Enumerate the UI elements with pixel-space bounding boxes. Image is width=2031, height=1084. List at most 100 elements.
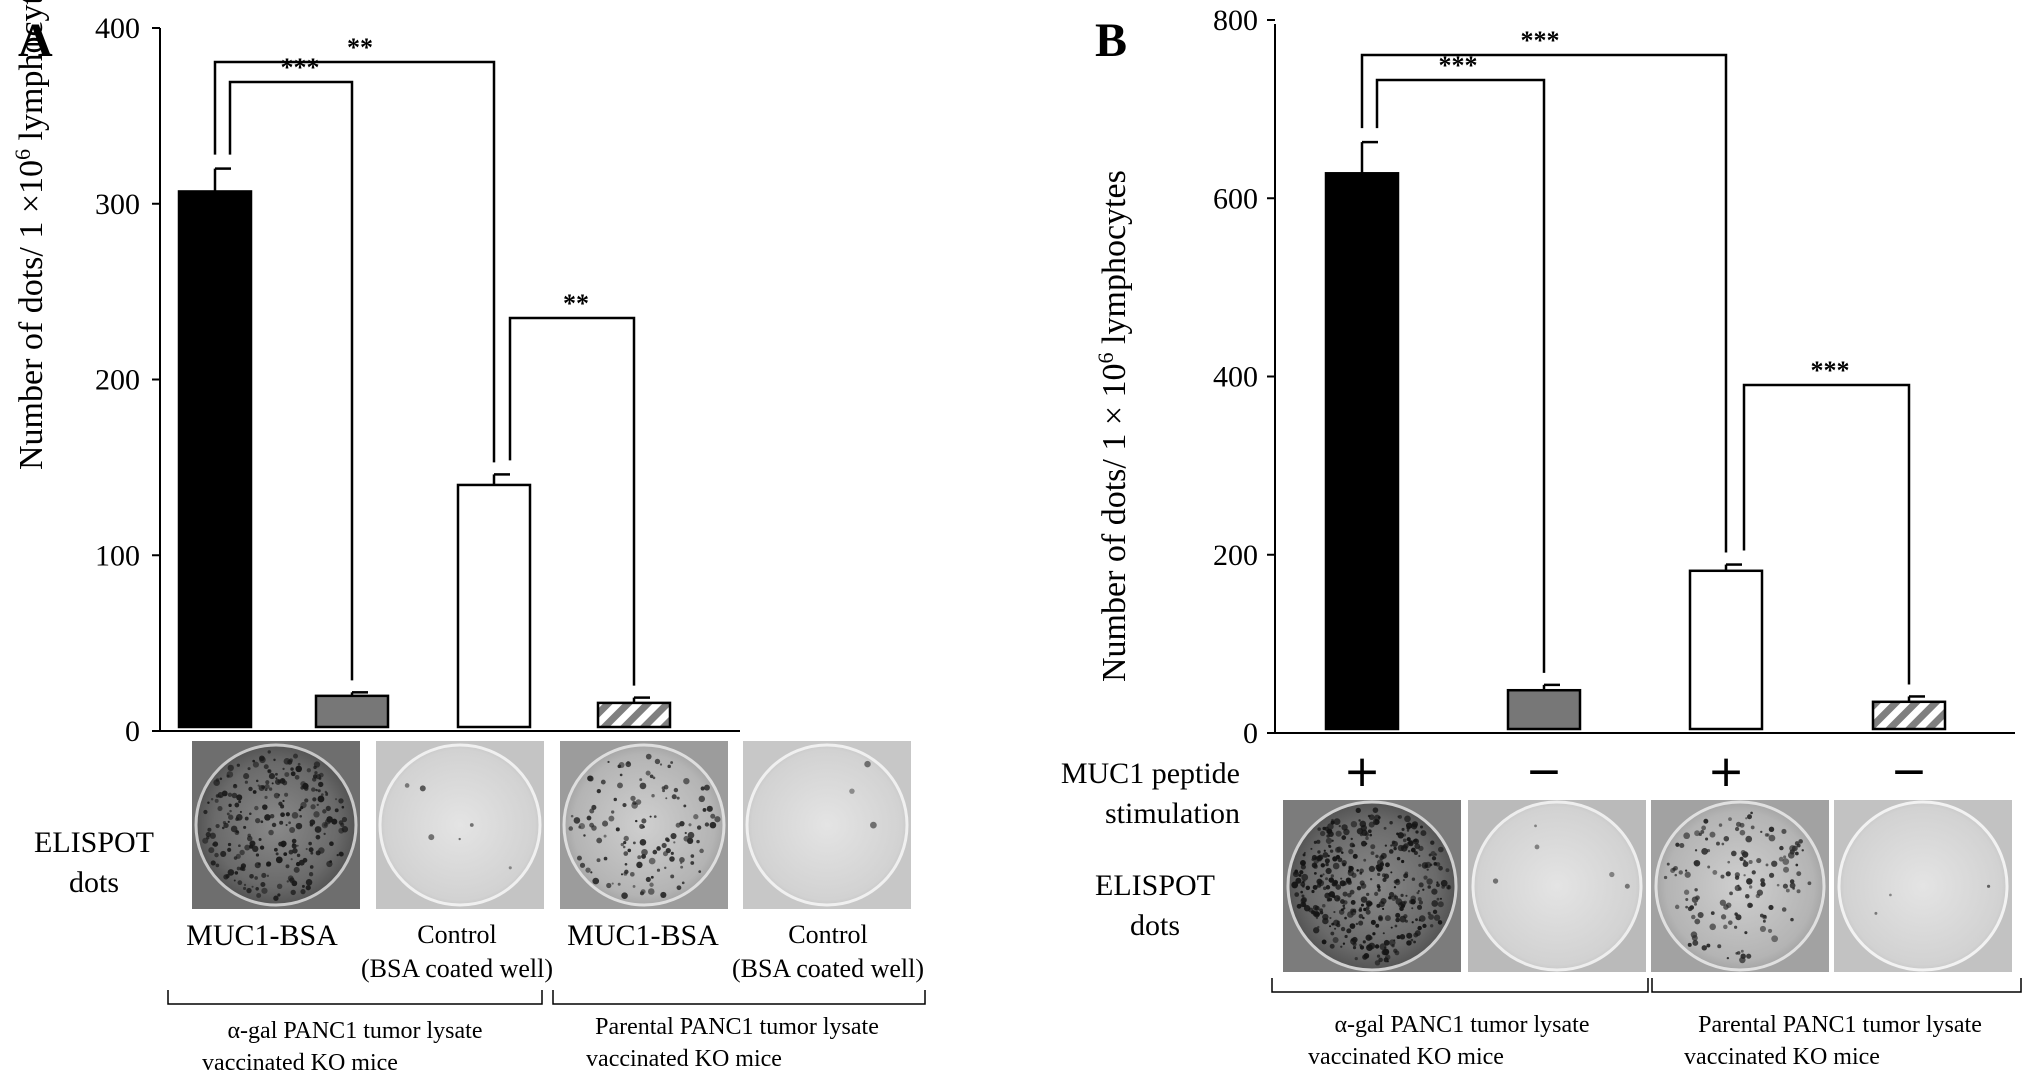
elispot-spot (1411, 907, 1414, 910)
elispot-spot (1430, 924, 1434, 928)
elispot-spot (1418, 845, 1424, 852)
elispot-spot (706, 805, 713, 812)
elispot-spot (310, 804, 316, 810)
elispot-spot (1762, 919, 1766, 923)
elispot-spot (209, 832, 216, 839)
significance-label: *** (1811, 356, 1850, 385)
elispot-spot (1417, 925, 1422, 931)
elispot-spot (207, 801, 210, 804)
elispot-spot (700, 786, 705, 791)
elispot-spot (603, 834, 607, 838)
elispot-spot (1331, 839, 1334, 842)
elispot-spot (651, 794, 655, 798)
elispot-spot (314, 771, 318, 775)
elispot-spot (1333, 910, 1336, 914)
elispot-spot (576, 855, 582, 861)
elispot-spot (1692, 940, 1699, 946)
elispot-spot (322, 809, 327, 814)
elispot-spot (1609, 871, 1615, 878)
y-tick-label: 100 (95, 539, 140, 572)
elispot-spot (1359, 868, 1364, 874)
elispot-spot (1302, 879, 1306, 883)
elispot-spot (1328, 877, 1335, 883)
elispot-spot (290, 889, 296, 896)
elispot-spot (641, 848, 648, 856)
elispot-spot (1329, 943, 1335, 949)
elispot-spot (585, 867, 591, 873)
elispot-spot (1374, 944, 1380, 949)
elispot-spot (284, 792, 289, 797)
elispot-spot (622, 845, 626, 849)
elispot-spot (231, 792, 238, 799)
elispot-spot (296, 853, 301, 858)
elispot-spot (275, 777, 278, 780)
elispot-spot (1375, 923, 1380, 928)
elispot-spot (664, 866, 667, 870)
elispot-spot (1685, 905, 1688, 909)
panel-a-elispot-label-line1: ELISPOT (34, 826, 154, 859)
elispot-spot (1293, 870, 1298, 875)
elispot-spot (1748, 859, 1753, 865)
elispot-spot (1700, 829, 1705, 834)
elispot-spot (1369, 833, 1373, 837)
elispot-spot (221, 826, 225, 830)
elispot-spot (256, 892, 262, 898)
elispot-spot (1325, 867, 1332, 875)
elispot-spot (1376, 903, 1381, 908)
elispot-spot (1750, 825, 1755, 830)
elispot-spot (309, 823, 314, 827)
elispot-spot (1329, 916, 1332, 920)
elispot-spot (1330, 874, 1334, 878)
elispot-spot (1310, 847, 1313, 850)
elispot-spot (1418, 882, 1424, 888)
elispot-spot (280, 840, 287, 847)
panel-b-stim-sign-4: − (1891, 746, 1928, 797)
y-tick-label: 200 (1213, 539, 1258, 572)
elispot-spot (1768, 834, 1776, 842)
elispot-spot (1791, 845, 1798, 852)
elispot-spot (297, 762, 301, 766)
elispot-spot (641, 818, 647, 824)
elispot-spot (244, 780, 248, 784)
elispot-spot (312, 774, 318, 779)
elispot-spot (285, 812, 290, 817)
elispot-spot (1748, 885, 1753, 889)
elispot-spot (246, 887, 252, 894)
elispot-spot (1701, 848, 1709, 855)
elispot-spot (656, 846, 661, 851)
elispot-spot (247, 767, 251, 771)
elispot-spot (1372, 807, 1379, 813)
elispot-spot (267, 769, 271, 773)
elispot-spot (1356, 886, 1362, 891)
elispot-spot (613, 797, 617, 802)
elispot-spot (215, 863, 220, 868)
panel-b-stim-label-line1: MUC1 peptide (1061, 757, 1240, 790)
elispot-spot (1782, 858, 1790, 865)
elispot-spot (1771, 935, 1779, 943)
elispot-spot (629, 871, 635, 877)
panel-b-elispot-images (1283, 800, 2012, 972)
elispot-spot (1360, 896, 1368, 903)
elispot-spot (316, 803, 319, 807)
elispot-spot (1417, 897, 1422, 902)
elispot-spot (1424, 861, 1432, 869)
elispot-spot (1709, 923, 1716, 931)
elispot-spot (1771, 860, 1778, 867)
elispot-spot (617, 782, 623, 789)
elispot-spot (649, 774, 654, 779)
elispot-spot (1397, 832, 1404, 839)
elispot-spot (217, 805, 223, 812)
panel-b-letter: B (1095, 14, 1127, 67)
elispot-well-image (560, 741, 728, 909)
elispot-spot (1299, 870, 1304, 875)
elispot-spot (1394, 924, 1398, 928)
elispot-spot (289, 827, 296, 833)
elispot-spot (1393, 939, 1396, 942)
panel-a-group-label-1b: vaccinated KO mice (202, 1050, 398, 1076)
elispot-spot (1325, 885, 1331, 890)
elispot-spot (606, 882, 612, 889)
elispot-spot (1349, 923, 1356, 929)
elispot-spot (1403, 843, 1409, 849)
elispot-spot (1986, 884, 1991, 888)
elispot-spot (239, 810, 242, 814)
